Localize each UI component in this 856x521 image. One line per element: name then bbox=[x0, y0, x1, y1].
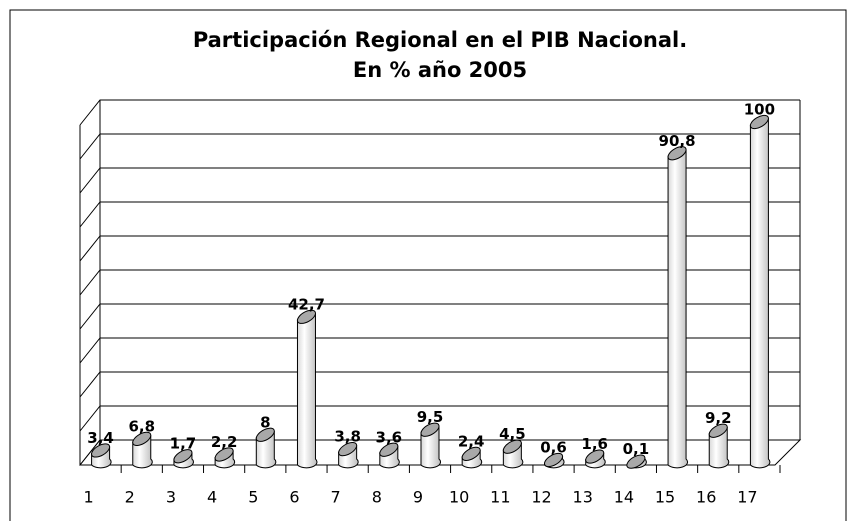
x-tick-label: 4 bbox=[207, 488, 217, 507]
bar bbox=[749, 118, 771, 469]
x-tick-label: 7 bbox=[331, 488, 341, 507]
bar bbox=[296, 313, 318, 469]
bar-top bbox=[255, 427, 275, 442]
value-label: 9,5 bbox=[417, 408, 444, 426]
x-tick-label: 11 bbox=[490, 488, 510, 507]
value-label: 3,8 bbox=[334, 428, 361, 446]
bar-top bbox=[420, 422, 440, 437]
x-tick-label: 8 bbox=[372, 488, 382, 507]
bar-top bbox=[749, 114, 769, 130]
bar-top bbox=[214, 447, 234, 462]
value-label: 4,5 bbox=[499, 425, 526, 443]
bar-top bbox=[626, 454, 646, 469]
grid-line bbox=[79, 167, 800, 194]
x-tick-label: 10 bbox=[449, 488, 469, 507]
x-tick-label: 1 bbox=[83, 488, 93, 507]
value-label: 2,2 bbox=[211, 433, 238, 451]
bar bbox=[420, 426, 441, 469]
bar-top bbox=[338, 441, 358, 457]
value-label: 1,7 bbox=[170, 435, 197, 453]
grid-line bbox=[79, 269, 800, 296]
bar-top bbox=[461, 446, 481, 461]
value-label: 0,1 bbox=[623, 440, 650, 458]
x-tick-label: 17 bbox=[737, 488, 757, 507]
bar bbox=[667, 149, 689, 469]
bar-top bbox=[667, 146, 687, 161]
bar-top bbox=[502, 439, 522, 454]
value-label: 3,4 bbox=[87, 429, 114, 447]
x-tick-label: 13 bbox=[573, 488, 593, 507]
x-tick-label: 14 bbox=[614, 488, 634, 507]
grid-line bbox=[79, 439, 800, 466]
bar-top bbox=[91, 443, 111, 458]
value-label: 42,7 bbox=[288, 295, 325, 313]
bar-top bbox=[173, 449, 193, 464]
x-tick-label: 3 bbox=[166, 488, 176, 507]
value-label: 90,8 bbox=[659, 132, 696, 150]
value-label: 8 bbox=[260, 413, 270, 431]
chart-subtitle: En % año 2005 bbox=[353, 58, 527, 82]
bar-top bbox=[296, 309, 316, 324]
x-tick-label: 5 bbox=[248, 488, 258, 507]
grid-line bbox=[79, 99, 800, 126]
value-label: 2,4 bbox=[458, 432, 485, 450]
bar-top bbox=[544, 452, 564, 468]
grid-line bbox=[79, 371, 800, 398]
grid-line bbox=[79, 201, 800, 228]
x-tick-label: 2 bbox=[125, 488, 135, 507]
bar-top bbox=[708, 423, 728, 438]
value-label: 9,2 bbox=[705, 409, 732, 427]
x-tick-label: 12 bbox=[531, 488, 551, 507]
bar-top bbox=[379, 442, 399, 457]
x-tick-label: 6 bbox=[289, 488, 299, 507]
x-tick-label: 16 bbox=[696, 488, 716, 507]
value-label: 6,8 bbox=[128, 417, 155, 435]
grid-line bbox=[79, 405, 800, 432]
grid-line bbox=[79, 303, 800, 330]
grid-line bbox=[79, 337, 800, 364]
value-label: 1,6 bbox=[581, 435, 608, 453]
grid-line bbox=[79, 133, 800, 160]
bar-top bbox=[585, 449, 605, 464]
value-label: 0,6 bbox=[540, 438, 567, 456]
bar-top bbox=[132, 431, 152, 446]
chart-title: Participación Regional en el PIB Naciona… bbox=[193, 28, 687, 52]
value-label: 3,6 bbox=[376, 428, 403, 446]
x-tick-label: 9 bbox=[413, 488, 423, 507]
grid-line bbox=[79, 235, 800, 262]
value-label: 100 bbox=[744, 101, 775, 119]
x-tick-label: 15 bbox=[655, 488, 675, 507]
